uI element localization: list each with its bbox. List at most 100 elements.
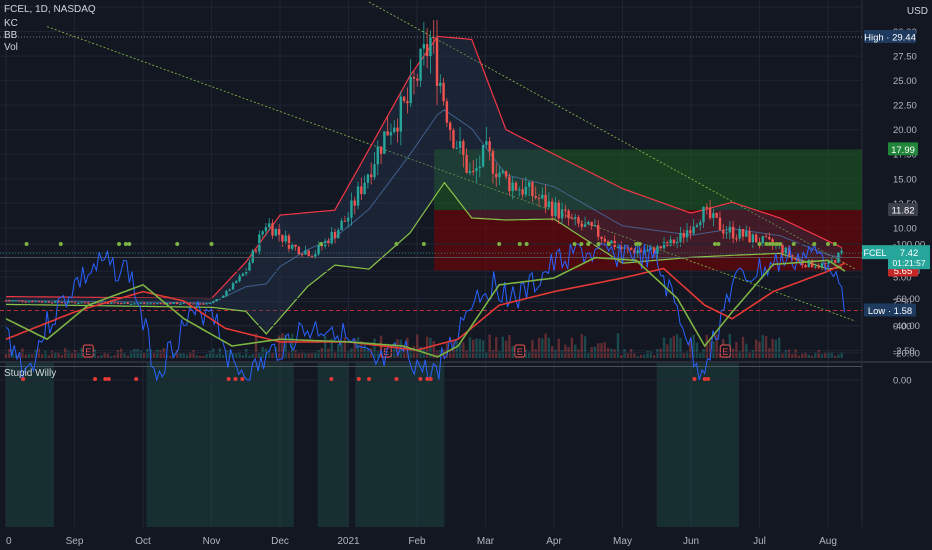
volume-bar: [251, 354, 254, 358]
candle-body: [626, 247, 630, 249]
volume-bar: [314, 351, 317, 358]
candle-body: [840, 250, 843, 253]
candle-body: [738, 229, 741, 239]
candle-body: [675, 241, 679, 245]
volume-bar: [44, 350, 47, 358]
volume-bar: [412, 346, 416, 358]
candle-body: [794, 256, 797, 260]
candle-body: [748, 231, 751, 243]
buy-signal-dot: [572, 242, 577, 246]
low-tag: Low · 1.58: [868, 306, 912, 317]
volume-bar: [801, 353, 804, 358]
volume-bar: [100, 354, 103, 358]
volume-bar: [54, 352, 57, 358]
volume-bar: [524, 350, 528, 358]
candle-body: [481, 144, 485, 167]
entry-tag-box: [888, 202, 918, 216]
indicator-kc[interactable]: KC: [4, 18, 18, 29]
volume-bar: [738, 351, 741, 358]
candle-body: [146, 303, 149, 305]
volume-bar: [573, 344, 577, 358]
volume-bar: [810, 355, 814, 358]
candle-body: [383, 131, 386, 154]
volume-bar: [402, 346, 406, 358]
volume-bar: [258, 351, 261, 358]
candle-body: [340, 220, 343, 231]
volume-bar: [784, 349, 787, 358]
time-tick-label: Feb: [408, 536, 426, 547]
candle-body: [57, 300, 60, 303]
volume-bar: [465, 350, 468, 358]
volume-bar: [34, 349, 37, 358]
volume-bar: [185, 354, 189, 358]
candle-body: [764, 236, 768, 238]
candle-body: [465, 154, 468, 173]
buy-signal-dot: [637, 242, 642, 246]
volume-bar: [541, 338, 544, 358]
target-tag: 17.99: [891, 145, 915, 156]
last-price-box: [888, 245, 930, 270]
time-tick-label: 2021: [337, 536, 360, 547]
candle-body: [14, 300, 18, 302]
volume-bar: [156, 349, 159, 358]
sell-signal-dot: [240, 377, 245, 381]
buy-signal-dot: [517, 242, 522, 246]
candle-body: [189, 302, 192, 304]
price-tick-label: 25.00: [893, 76, 917, 87]
indicator-vol[interactable]: Vol: [4, 42, 18, 53]
oscillator-tick-label: -100.00: [893, 240, 925, 251]
volume-bar: [498, 351, 501, 358]
volume-bar: [244, 348, 248, 358]
volume-bar: [429, 337, 432, 358]
candle-body: [442, 82, 445, 102]
sell-signal-dot: [93, 377, 98, 381]
volume-bar: [787, 349, 791, 358]
candle-body: [251, 250, 254, 263]
buy-signal-dot: [421, 242, 426, 246]
candle-body: [406, 101, 409, 104]
earnings-marker-box: [514, 344, 526, 358]
volume-bar: [254, 333, 258, 358]
candle-body: [291, 244, 294, 249]
buy-signal-dot: [586, 242, 591, 246]
volume-bar: [439, 350, 442, 358]
buy-signal-dot: [771, 242, 776, 246]
candle-body: [346, 217, 350, 222]
candle-body: [11, 300, 14, 302]
candle-body: [429, 37, 432, 57]
candle-body: [409, 76, 412, 104]
oscillator-title: Stupid Willy: [4, 368, 57, 379]
candle-body: [504, 170, 508, 177]
volume-bar: [481, 340, 485, 358]
candle-body: [149, 303, 152, 305]
candle-body: [215, 299, 218, 302]
buy-signal-dot: [319, 242, 324, 246]
volume-bar: [458, 342, 462, 358]
candle-body: [208, 302, 212, 304]
candle-body: [327, 241, 330, 245]
candle-body: [508, 176, 511, 192]
target-tag-box: [888, 142, 918, 156]
candle-body: [83, 302, 87, 304]
candle-body: [448, 122, 452, 131]
candle-body: [169, 303, 172, 305]
volume-bar: [17, 352, 21, 358]
buy-signal-dot: [579, 242, 584, 246]
volume-bar: [745, 343, 748, 358]
candle-body: [708, 207, 712, 219]
price-tick-label: 5.00: [893, 272, 912, 283]
indicator-bb[interactable]: BB: [4, 30, 18, 41]
volume-bar: [689, 340, 692, 358]
volume-bar: [600, 343, 603, 358]
candle-body: [682, 233, 685, 238]
volume-bar: [564, 344, 567, 358]
volume-bar: [172, 352, 175, 358]
volume-bar: [202, 355, 205, 358]
candle-body: [277, 229, 281, 235]
earnings-marker-box: [719, 344, 731, 358]
sell-signal-dot: [226, 377, 231, 381]
volume-bar: [129, 351, 133, 358]
time-tick-label: Nov: [203, 536, 221, 547]
oscillator-shade: [656, 363, 739, 527]
